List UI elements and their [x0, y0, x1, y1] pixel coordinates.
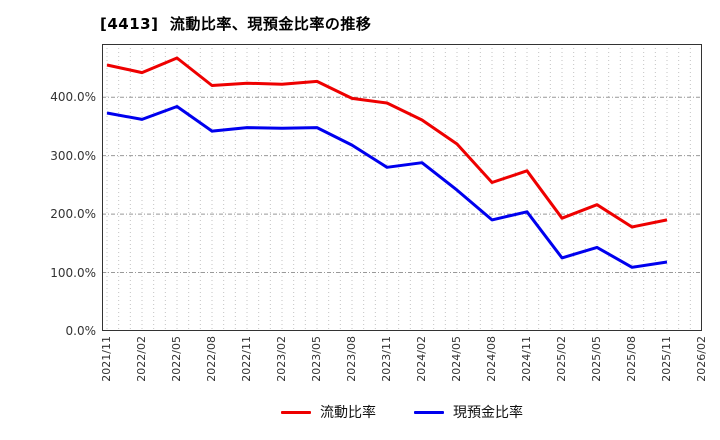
x-axis-label: 2025/05: [590, 336, 603, 382]
y-axis-label: 200.0%: [50, 207, 96, 222]
x-axis-label: 2024/02: [415, 336, 428, 382]
legend-item: 現預金比率: [414, 402, 523, 422]
x-axis-label: 2022/11: [240, 336, 253, 382]
y-axis-label: 300.0%: [50, 148, 96, 163]
y-axis-label: 400.0%: [50, 90, 96, 105]
x-axis-label: 2024/08: [485, 336, 498, 382]
legend-item: 流動比率: [281, 402, 376, 422]
legend-label: 現預金比率: [453, 405, 523, 421]
x-axis-label: 2025/08: [625, 336, 638, 382]
plot-border: [102, 44, 702, 331]
cash-ratio-legend-swatch: [414, 410, 444, 414]
y-axis-label: 0.0%: [65, 324, 97, 338]
x-axis-label: 2022/02: [135, 336, 148, 382]
x-axis-label: 2023/05: [310, 336, 323, 382]
x-axis-label: 2025/02: [555, 336, 568, 382]
x-axis-label: 2024/05: [450, 336, 463, 382]
legend: 流動比率 現預金比率: [102, 402, 702, 422]
x-axis-label: 2025/11: [660, 336, 673, 382]
plot-area: [102, 44, 702, 331]
current-ratio-line: [106, 56, 668, 229]
x-axis-label: 2021/11: [100, 336, 113, 382]
x-axis-label: 2023/02: [275, 336, 288, 382]
x-axis-label: 2023/11: [380, 336, 393, 382]
x-axis-label: 2022/05: [170, 336, 183, 382]
x-axis-label: 2023/08: [345, 336, 358, 382]
x-axis-label: 2024/11: [520, 336, 533, 382]
chart-canvas: [102, 44, 702, 331]
y-axis-label: 100.0%: [50, 265, 96, 280]
x-axis-label: 2022/08: [205, 336, 218, 382]
current-ratio-legend-swatch: [281, 410, 311, 414]
legend-label: 流動比率: [320, 405, 376, 421]
x-axis-label: 2026/02: [695, 336, 708, 382]
cash-ratio-line: [106, 105, 668, 269]
chart-title: [4413] 流動比率、現預金比率の推移: [100, 15, 372, 33]
